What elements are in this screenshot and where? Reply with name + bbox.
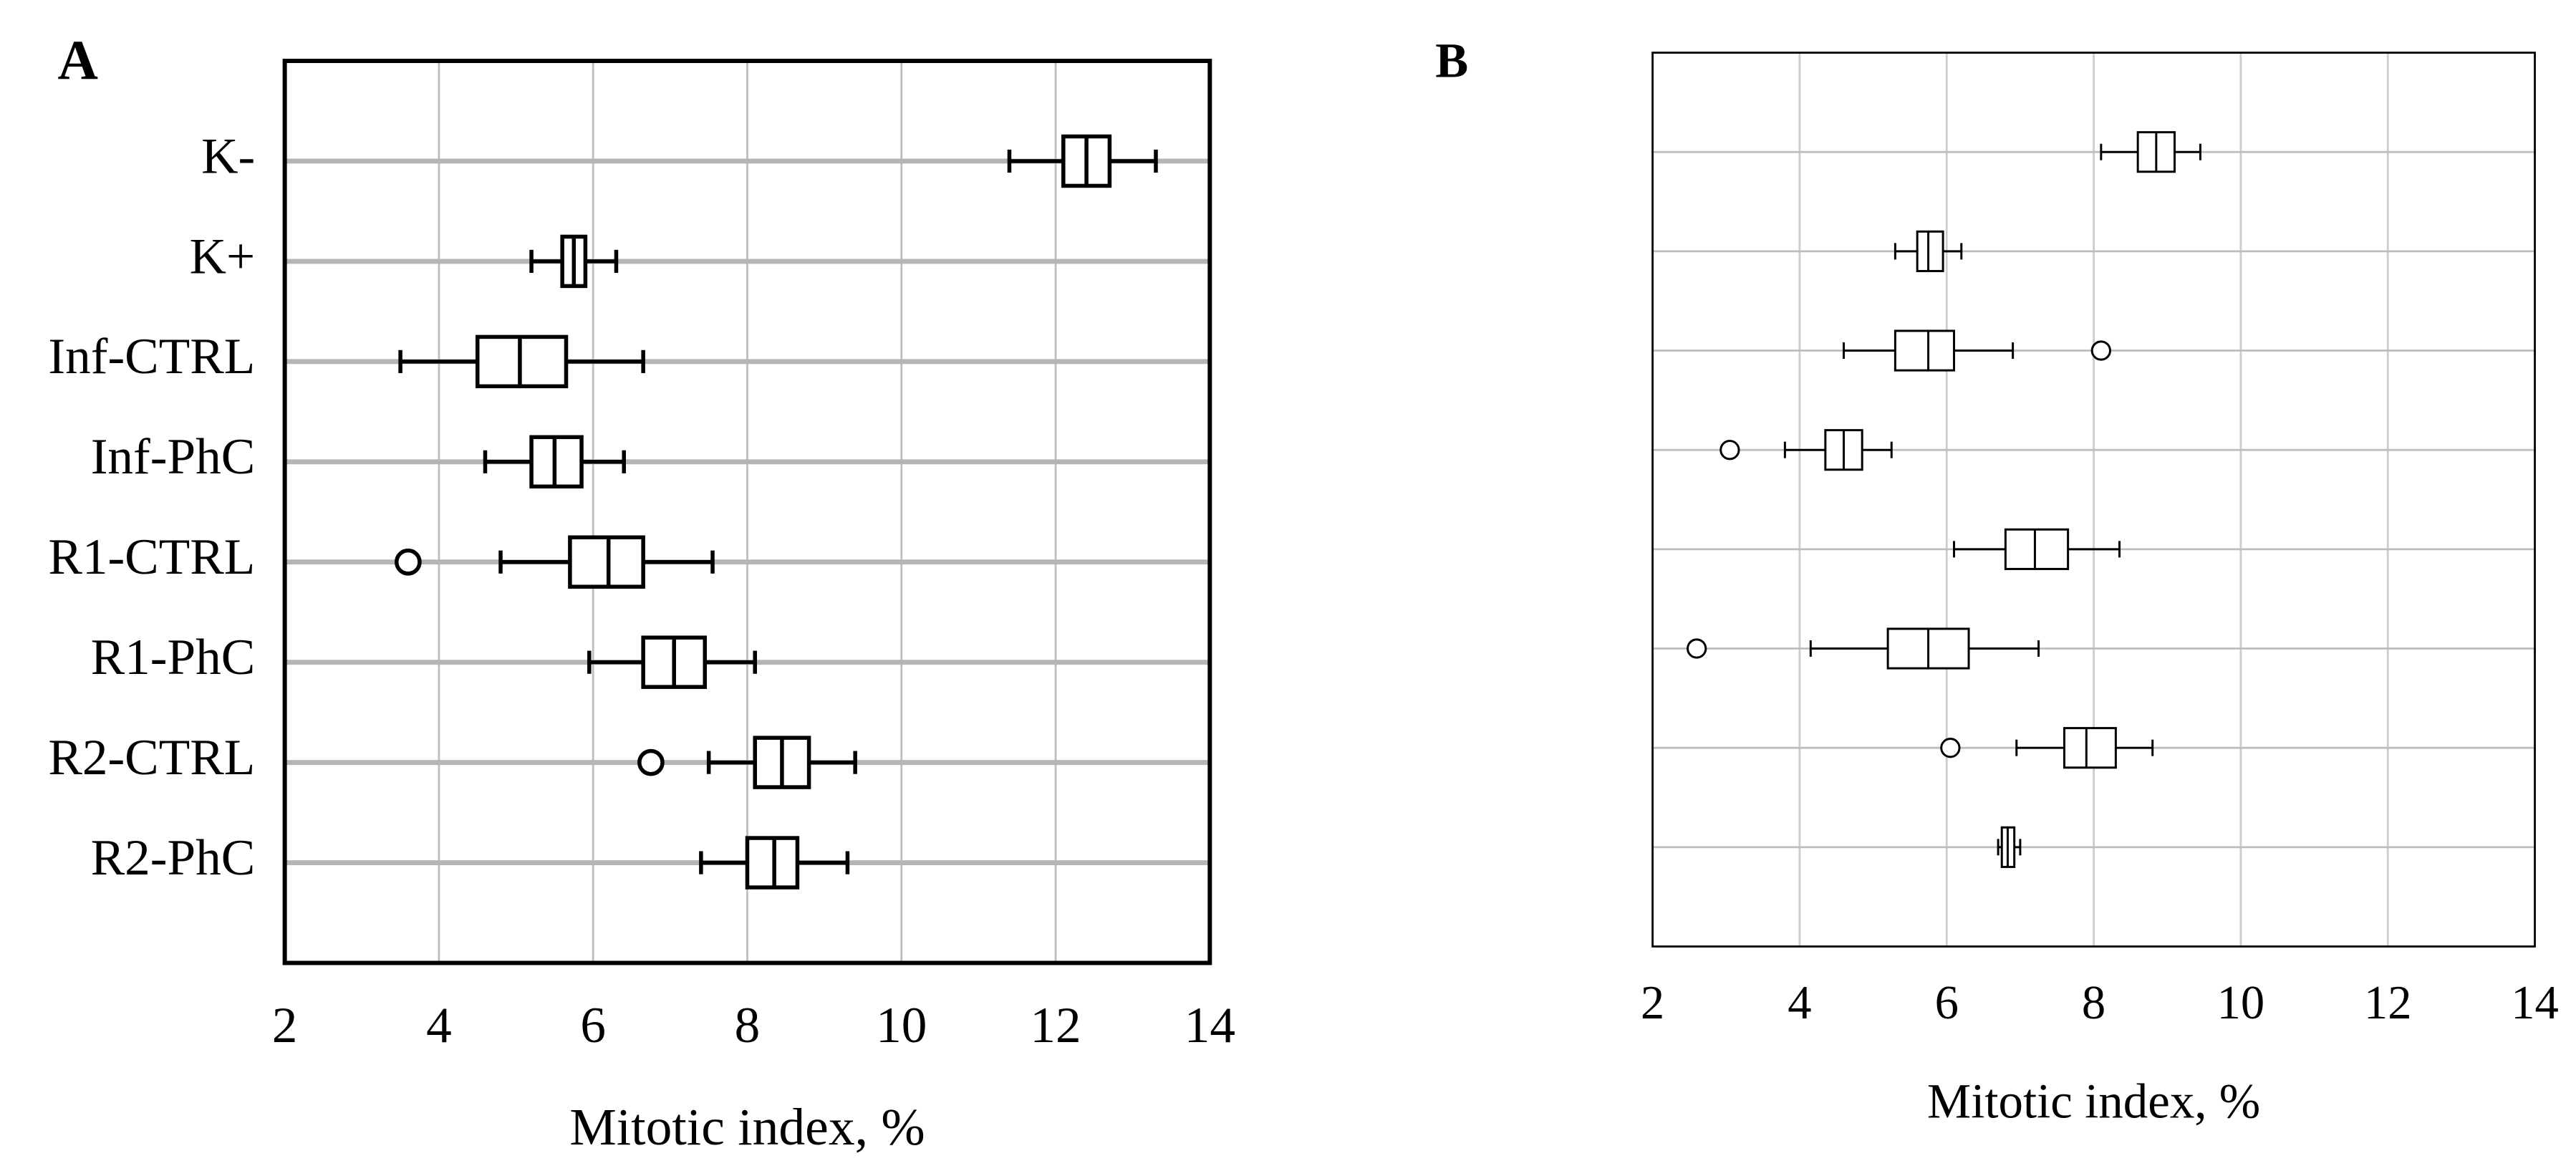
box — [2004, 528, 2070, 570]
y-tick-label: R2-CTRL — [48, 730, 255, 786]
y-tick-label: R1-PhC — [91, 630, 256, 685]
y-tick-label: R2-PhC — [91, 830, 256, 886]
x-tick-label: 8 — [735, 998, 761, 1054]
x-tick-label: 2 — [272, 998, 298, 1054]
x-tick-label: 10 — [2217, 977, 2265, 1029]
box — [1894, 329, 1956, 372]
outlier — [1687, 638, 1707, 659]
panel-label: B — [1435, 34, 1468, 88]
x-tick-label: 8 — [2082, 977, 2105, 1029]
x-tick-label: 12 — [2364, 977, 2412, 1029]
outlier — [2090, 340, 2111, 361]
x-tick-label: 14 — [1185, 998, 1235, 1054]
box — [2063, 727, 2117, 769]
x-axis-title: Mitotic index, % — [569, 1097, 925, 1156]
outlier — [1719, 440, 1740, 461]
x-tick-label: 6 — [1935, 977, 1959, 1029]
outlier — [395, 548, 422, 576]
outlier — [1940, 738, 1961, 758]
y-tick-label: Inf-PhC — [91, 429, 256, 485]
box — [1916, 230, 1944, 272]
plot-frame — [1651, 52, 2536, 948]
x-tick-label: 10 — [876, 998, 927, 1054]
panel-label: A — [57, 29, 97, 91]
x-tick-label: 6 — [580, 998, 606, 1054]
x-tick-label: 4 — [1788, 977, 1811, 1029]
x-tick-label: 4 — [426, 998, 452, 1054]
outlier — [637, 748, 665, 776]
y-tick-label: R1-CTRL — [48, 529, 255, 585]
x-tick-label: 12 — [1030, 998, 1081, 1054]
plot-frame — [282, 59, 1212, 965]
x-tick-label: 2 — [1641, 977, 1664, 1029]
x-axis-title: Mitotic index, % — [1927, 1074, 2260, 1128]
x-tick-label: 14 — [2511, 977, 2559, 1029]
y-tick-label: K- — [201, 128, 255, 184]
y-tick-label: K+ — [190, 228, 256, 284]
y-tick-label: Inf-CTRL — [48, 329, 255, 385]
